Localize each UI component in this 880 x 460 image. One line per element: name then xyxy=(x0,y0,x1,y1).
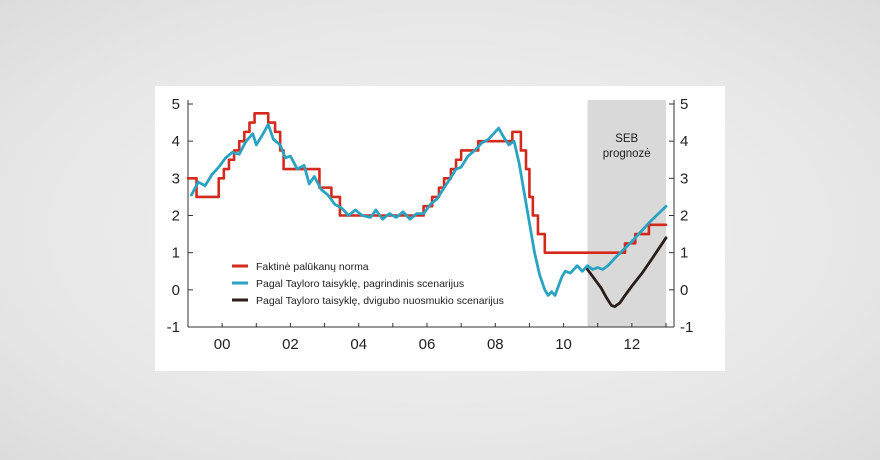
axes: -1 -10 01 12 23 34 45 500 02 04 06 08 10 12 xyxy=(167,96,694,353)
y-tick-label-left: 3 xyxy=(172,170,180,187)
x-tick-label: 06 xyxy=(419,336,436,353)
y-tick-label-right: 0 xyxy=(680,282,688,299)
y-tick-label-left: 5 xyxy=(172,96,180,113)
y-tick-label-right: 1 xyxy=(680,245,688,262)
y-tick-label-right: 2 xyxy=(680,208,688,225)
forecast-label-line2: prognozė xyxy=(603,148,651,160)
legend-entry-taylor-base-label: Pagal Tayloro taisyklę, pagrindinis scen… xyxy=(256,278,464,290)
x-tick-label: 00 xyxy=(214,336,231,353)
y-tick-label-right: 3 xyxy=(680,170,688,187)
legend-entry-taylor-double-dip-label: Pagal Tayloro taisyklę, dvigubo nuosmuki… xyxy=(256,295,504,307)
x-tick-label: 12 xyxy=(624,336,641,353)
y-tick-label-left: 2 xyxy=(172,208,180,225)
chart-card: SEB prognozė -1 -1 0 0 1 1 2 2 3 3 4 4 5 5 00 02 04 06 08 10… xyxy=(155,86,725,371)
x-tick-label: 04 xyxy=(350,336,367,353)
y-tick-label-left: 1 xyxy=(172,245,180,262)
forecast-label-line1: SEB xyxy=(615,133,638,145)
series-lines xyxy=(186,111,668,308)
x-tick-label: 02 xyxy=(282,336,299,353)
y-tick-label-left: 0 xyxy=(172,282,180,299)
x-tick-label: 08 xyxy=(487,336,504,353)
x-tick-label: 10 xyxy=(555,336,572,353)
series-line-taylor-double-dip xyxy=(586,236,668,308)
y-tick-label-right: -1 xyxy=(680,319,693,336)
y-tick-label-right: 5 xyxy=(680,96,688,113)
y-tick-label-left: 4 xyxy=(172,133,180,150)
legend-entry-actual-rate-label: Faktinė palūkanų norma xyxy=(256,261,369,273)
series-line-taylor-base xyxy=(190,123,668,297)
y-tick-label-right: 4 xyxy=(680,133,688,150)
legend: Faktinė palūkanų norma Pagal Tayloro tais… xyxy=(232,261,504,307)
y-tick-label-left: -1 xyxy=(167,319,180,336)
